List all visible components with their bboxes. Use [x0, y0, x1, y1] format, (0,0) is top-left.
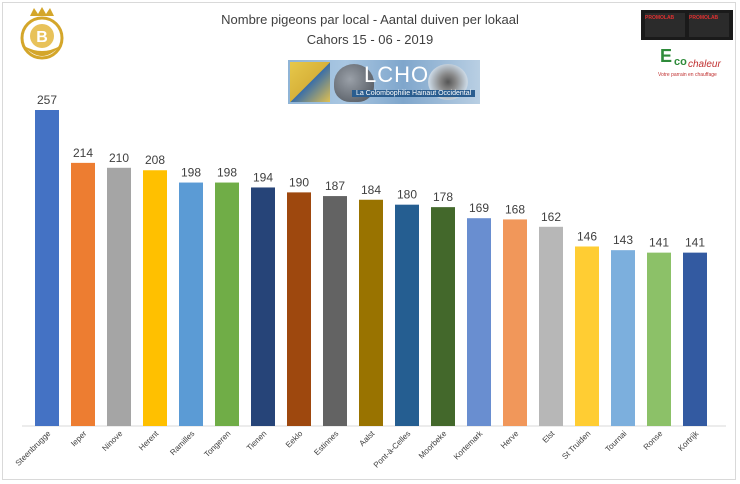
- bar-7: [287, 192, 311, 426]
- eco-chaleur: chaleur: [688, 59, 721, 70]
- data-label-0: 257: [37, 93, 57, 107]
- bar-14: [539, 226, 563, 426]
- bar-10: [395, 204, 419, 426]
- federation-logo: B: [14, 6, 70, 64]
- flag-icon: [290, 62, 330, 102]
- bar-6: [251, 187, 275, 426]
- bar-4: [179, 182, 203, 426]
- category-label-6: Tienen: [245, 429, 268, 452]
- eco-tagline: Votre parrain en chauffage: [658, 72, 717, 78]
- data-label-5: 198: [217, 166, 237, 180]
- bar-15: [575, 246, 599, 426]
- data-label-13: 168: [505, 202, 525, 216]
- category-label-2: Ninove: [100, 429, 124, 453]
- data-label-2: 210: [109, 151, 129, 165]
- category-label-14: Elst: [541, 429, 557, 445]
- crest-icon: B: [20, 7, 64, 60]
- data-label-6: 194: [253, 170, 273, 184]
- category-label-1: Ieper: [69, 429, 88, 448]
- category-label-11: Moorbeke: [417, 429, 449, 461]
- lcho-subtitle: La Colombophilie Hainaut Occidental: [352, 90, 476, 97]
- category-label-18: Kortrijk: [676, 428, 701, 453]
- crest-letter: B: [36, 29, 48, 46]
- data-label-15: 146: [577, 229, 597, 243]
- sponsor-logo-dark: PROMOLAB PROMOLAB: [641, 10, 733, 40]
- ecochaleur-logo: E co chaleur Votre parrain en chauffage: [654, 44, 734, 82]
- category-label-15: St Truiden: [560, 429, 592, 461]
- category-label-9: Aalst: [357, 429, 376, 448]
- data-label-1: 214: [73, 146, 93, 160]
- data-label-10: 180: [397, 188, 417, 202]
- bar-18: [683, 252, 707, 426]
- bar-5: [215, 182, 239, 426]
- category-label-3: Herent: [137, 429, 161, 453]
- data-label-14: 162: [541, 210, 561, 224]
- category-label-10: Pont-à-Celles: [372, 429, 413, 470]
- lcho-logo: LCHO La Colombophilie Hainaut Occidental: [288, 60, 480, 104]
- lcho-name: LCHO: [364, 62, 430, 87]
- bar-9: [359, 199, 383, 426]
- chart-frame: [2, 2, 736, 480]
- bar-1: [71, 162, 95, 427]
- data-label-18: 141: [685, 236, 705, 250]
- sponsor-text-1: PROMOLAB: [645, 15, 675, 21]
- category-label-7: Eeklo: [284, 429, 305, 450]
- bar-13: [503, 219, 527, 426]
- data-label-3: 208: [145, 153, 165, 167]
- bar-12: [467, 218, 491, 426]
- category-label-13: Herve: [499, 429, 521, 451]
- data-label-16: 143: [613, 233, 633, 247]
- bar-3: [143, 170, 167, 426]
- bar-16: [611, 250, 635, 426]
- bar-8: [323, 196, 347, 426]
- data-label-4: 198: [181, 166, 201, 180]
- category-label-5: Tongeren: [202, 429, 232, 459]
- category-label-17: Ronse: [642, 429, 665, 452]
- bar-0: [35, 110, 59, 426]
- sponsor-text-2: PROMOLAB: [689, 15, 719, 21]
- chart-subtitle: Cahors 15 - 06 - 2019: [306, 32, 434, 47]
- chart-title: Nombre pigeons par local - Aantal duiven…: [221, 12, 519, 27]
- category-label-12: Kortemark: [452, 428, 485, 461]
- category-label-0: Steenbrugge: [14, 429, 53, 468]
- data-label-7: 190: [289, 175, 309, 189]
- data-label-17: 141: [649, 236, 669, 250]
- eco-letter: E: [660, 46, 673, 66]
- data-label-9: 184: [361, 183, 381, 197]
- category-label-16: Tournai: [603, 429, 628, 454]
- data-label-12: 169: [469, 201, 489, 215]
- data-label-11: 178: [433, 190, 453, 204]
- eco-co: co: [674, 56, 687, 68]
- category-label-8: Estinnes: [312, 429, 340, 457]
- category-label-4: Ramilles: [168, 429, 196, 457]
- bar-2: [107, 167, 131, 426]
- bar-11: [431, 207, 455, 426]
- data-label-8: 187: [325, 179, 345, 193]
- bar-17: [647, 252, 671, 426]
